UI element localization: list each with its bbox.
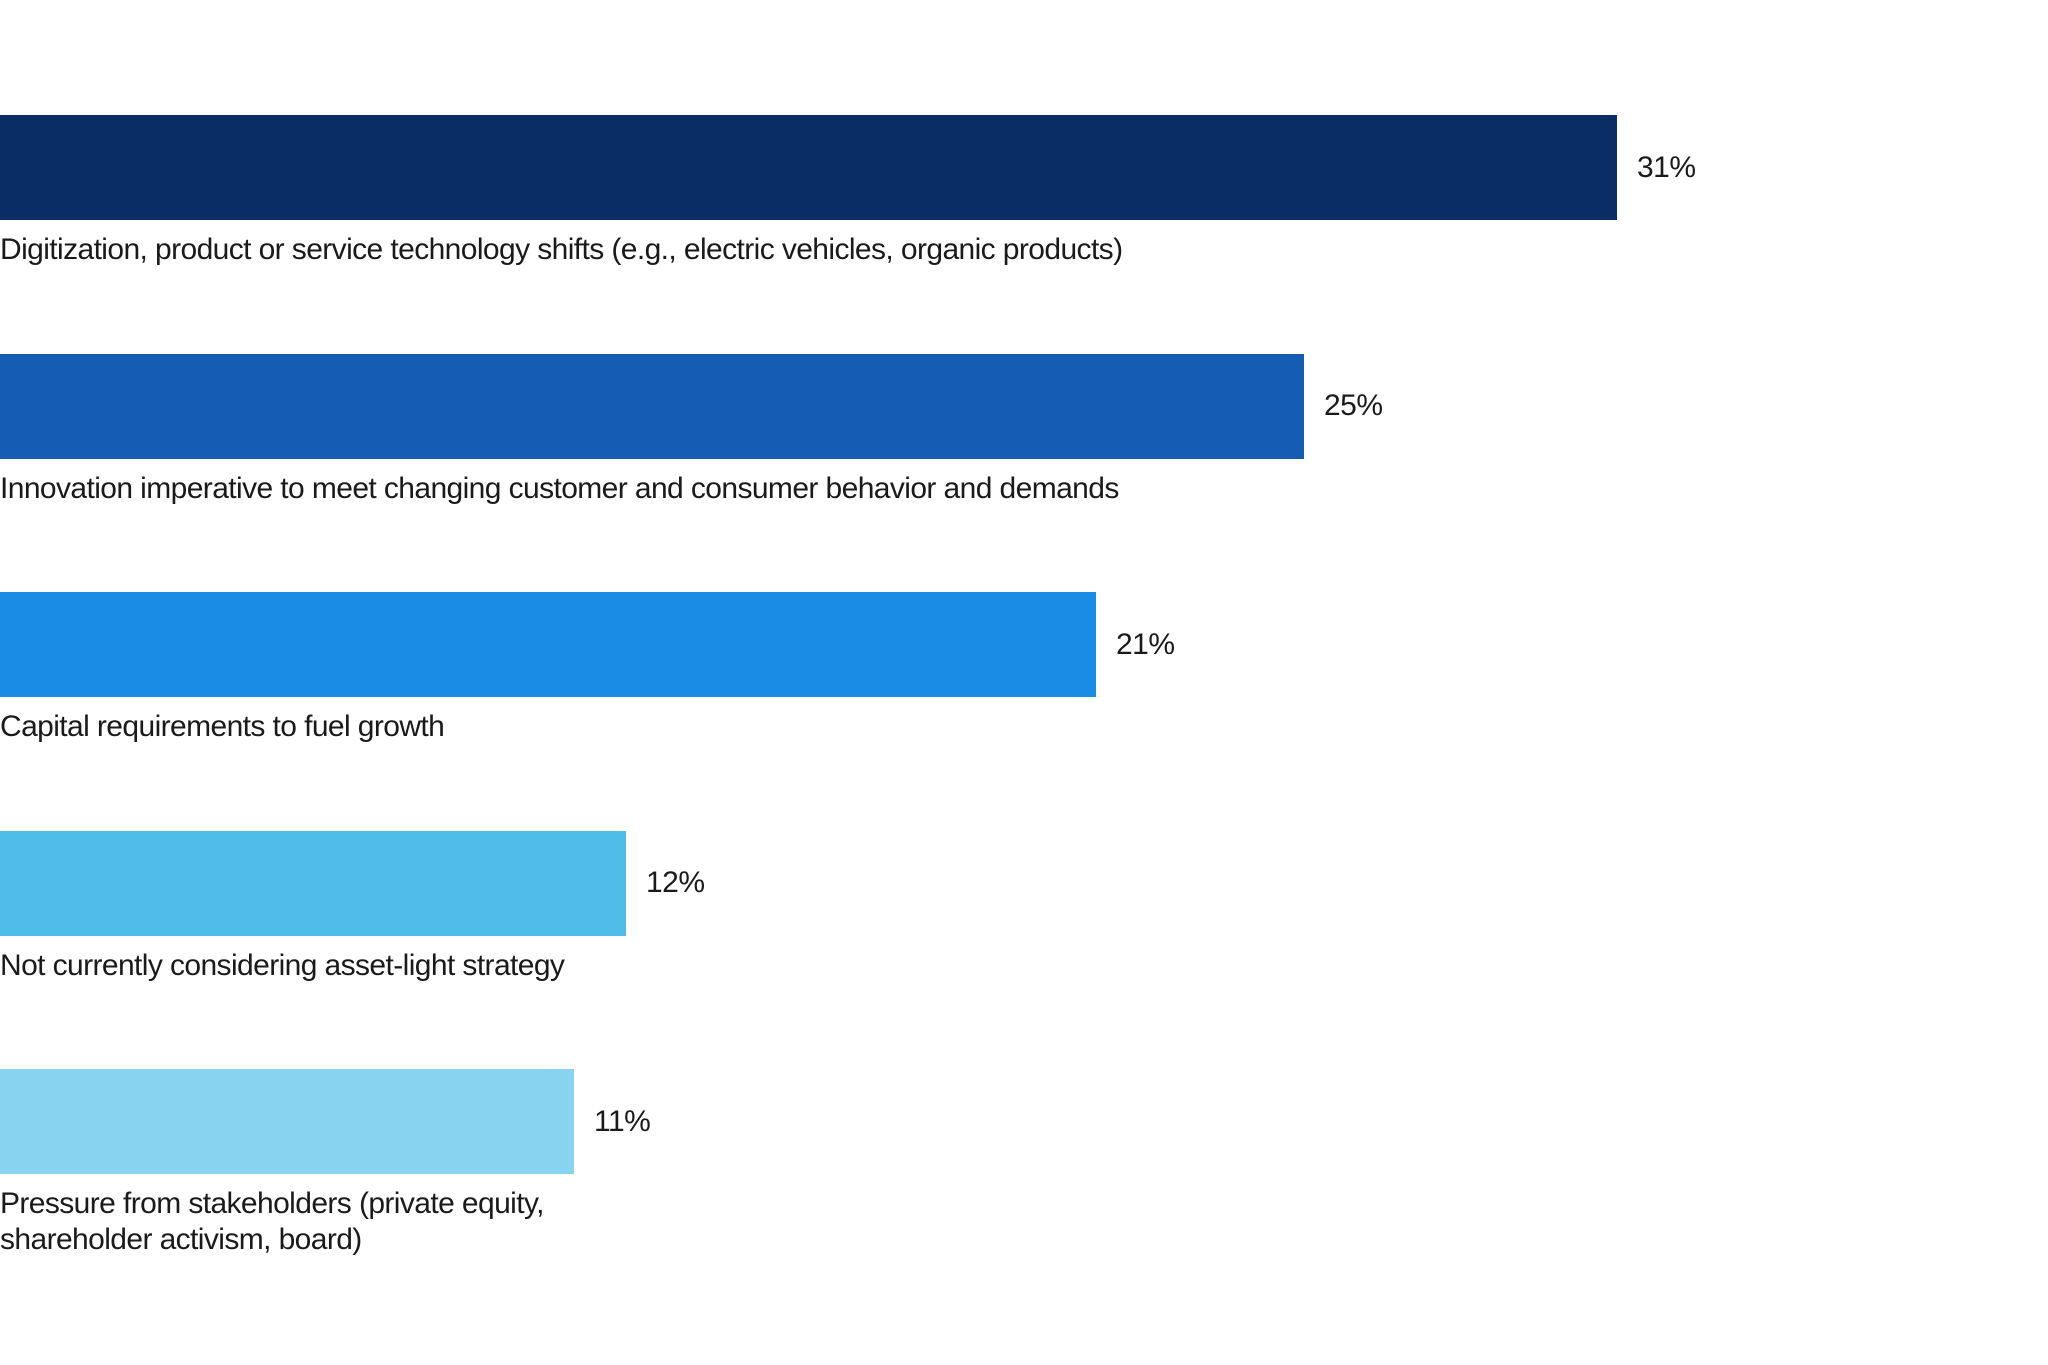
category-label-4: Not currently considering asset-light st…	[0, 948, 565, 982]
bar-2	[0, 353, 1304, 459]
category-label-5: Pressure from stakeholders (private equi…	[0, 1187, 544, 1256]
bar-5	[0, 1069, 574, 1174]
value-label-5: 11%	[594, 1104, 651, 1138]
bar-4	[0, 830, 626, 936]
category-label-3: Capital requirements to fuel growth	[0, 710, 445, 743]
value-label-4: 12%	[646, 866, 705, 899]
category-label-1: Digitization, product or service technol…	[0, 233, 1123, 266]
bar-3	[0, 592, 1096, 697]
value-label-1: 31%	[1637, 150, 1696, 184]
category-label-2: Innovation imperative to meet changing c…	[0, 471, 1119, 505]
value-label-3: 21%	[1116, 627, 1175, 661]
value-label-2: 25%	[1324, 389, 1383, 422]
bar-1	[0, 115, 1617, 220]
